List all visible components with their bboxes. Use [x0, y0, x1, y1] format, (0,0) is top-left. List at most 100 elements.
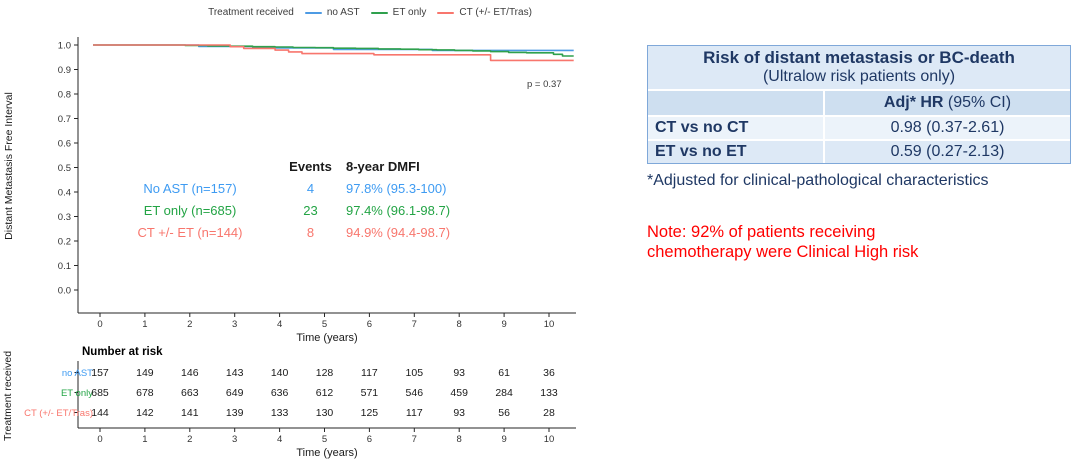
legend-line-icon: [370, 11, 388, 14]
y-tick-label: 0.5: [58, 163, 71, 174]
y-tick-label: 0.0: [58, 286, 71, 297]
legend-item-label: no AST: [326, 7, 360, 18]
risk-x-tick-label: 1: [142, 434, 147, 445]
risk-x-tick-label: 10: [544, 434, 555, 445]
annotation-header-events: Events: [289, 159, 332, 174]
risk-value: 284: [495, 387, 513, 399]
risk-x-tick-label: 4: [277, 434, 282, 445]
annotation-row-dmfi: 97.8% (95.3-100): [346, 181, 447, 196]
km-figure: Distant Metastasis Free Interval Time (y…: [2, 7, 576, 459]
km-curve-et-only: [93, 44, 574, 57]
hr-table-title: Risk of distant metastasis or BC-death: [703, 48, 1015, 67]
legend-item-label: CT (+/- ET/Tras): [459, 7, 532, 18]
x-tick-label: 3: [232, 319, 237, 330]
risk-x-tick-label: 3: [232, 434, 237, 445]
y-tick-label: 0.2: [58, 237, 71, 248]
side-panel: Risk of distant metastasis or BC-death (…: [647, 45, 1077, 262]
risk-table-x-title: Time (years): [296, 447, 357, 459]
risk-value: 685: [91, 387, 109, 399]
adjustment-footnote: *Adjusted for clinical-pathological char…: [647, 172, 989, 189]
hazard-ratio-table: Risk of distant metastasis or BC-death (…: [647, 45, 1071, 164]
x-tick-label: 10: [544, 319, 555, 330]
risk-x-tick-label: 9: [501, 434, 506, 445]
x-tick-label: 0: [97, 319, 102, 330]
hr-table-header-rest: (95% CI): [943, 94, 1012, 111]
risk-value: 133: [271, 407, 289, 419]
hr-row-ct-label: CT vs no CT: [648, 117, 823, 139]
risk-value: 117: [361, 367, 378, 379]
y-tick-label: 0.3: [58, 212, 71, 223]
x-tick-label: 7: [412, 319, 417, 330]
annotation-header-dmfi: 8-year DMFI: [346, 159, 420, 174]
risk-value: 133: [540, 387, 558, 399]
km-plot: Distant Metastasis Free Interval Time (y…: [2, 37, 576, 459]
risk-row-label: no AST: [62, 368, 93, 379]
risk-x-tick-label: 7: [412, 434, 417, 445]
hr-table-subtitle: (Ultralow risk patients only): [762, 68, 956, 85]
annotation-row-dmfi: 94.9% (94.4-98.7): [346, 225, 451, 240]
annotation-row-dmfi: 97.4% (96.1-98.7): [346, 203, 451, 218]
risk-value: 93: [453, 367, 465, 379]
risk-value: 459: [450, 387, 468, 399]
x-tick-label: 1: [142, 319, 147, 330]
risk-value: 36: [543, 367, 555, 379]
hr-row-et-value: 0.59 (0.27-2.13): [825, 141, 1070, 163]
risk-value: 141: [181, 407, 199, 419]
legend-line-icon: [437, 11, 455, 14]
events-annotation: Events 8-year DMFI No AST (n=157) 4 97.8% …: [105, 156, 546, 244]
legend-title: Treatment received: [208, 7, 294, 18]
risk-value: 28: [543, 407, 555, 419]
risk-row-label: CT (+/- ET/Tras): [24, 408, 93, 419]
legend-item-no-ast: no AST: [304, 7, 360, 18]
y-tick-label: 0.4: [58, 188, 71, 199]
hr-table-title-cell: Risk of distant metastasis or BC-death (…: [648, 46, 1070, 89]
y-tick-label: 0.1: [58, 261, 71, 272]
y-tick-label: 0.9: [58, 65, 71, 76]
risk-row-label: ET only: [61, 388, 93, 399]
risk-value: 649: [226, 387, 244, 399]
risk-value: 678: [136, 387, 154, 399]
risk-table-y-title: Treatment received: [2, 351, 14, 441]
x-tick-label: 4: [277, 319, 282, 330]
risk-table-title: Number at risk: [82, 346, 163, 358]
chemo-note-line1: Note: 92% of patients receiving: [647, 223, 876, 241]
legend-items: no AST ET only CT (+/- ET/Tras): [304, 7, 532, 18]
y-tick-label: 0.8: [58, 90, 71, 101]
risk-value: 139: [226, 407, 244, 419]
chemo-note: Note: 92% of patients receiving chemothe…: [647, 222, 1077, 262]
annotation-row-events: 23: [303, 203, 318, 218]
x-axis-title: Time (years): [296, 332, 357, 344]
risk-value: 571: [361, 387, 379, 399]
hr-row-ct-value: 0.98 (0.37-2.61): [825, 117, 1070, 139]
risk-value: 663: [181, 387, 199, 399]
risk-x-tick-label: 2: [187, 434, 192, 445]
legend-item-ct-et-tras-: CT (+/- ET/Tras): [437, 7, 532, 18]
x-tick-label: 8: [457, 319, 462, 330]
legend-item-et-only: ET only: [370, 7, 427, 18]
risk-value: 128: [316, 367, 334, 379]
x-tick-label: 5: [322, 319, 327, 330]
chemo-note-line2: chemotherapy were Clinical High risk: [647, 243, 919, 261]
legend-item-label: ET only: [392, 7, 427, 18]
x-tick-label: 6: [367, 319, 372, 330]
risk-value: 125: [361, 407, 379, 419]
risk-value: 130: [316, 407, 334, 419]
risk-value: 144: [91, 407, 109, 419]
risk-value: 93: [453, 407, 465, 419]
annotation-row-label: No AST (n=157): [143, 181, 237, 196]
annotation-row-label: ET only (n=685): [143, 203, 237, 218]
risk-value: 146: [181, 367, 199, 379]
y-tick-label: 1.0: [58, 41, 71, 52]
hr-table-header-bold: Adj* HR: [883, 94, 944, 111]
legend-line-icon: [304, 11, 322, 14]
y-tick-label: 0.6: [58, 139, 71, 150]
risk-x-tick-label: 5: [322, 434, 327, 445]
risk-value: 142: [136, 407, 154, 419]
hr-table-header-hr: Adj* HR (95% CI): [825, 91, 1070, 115]
x-tick-label: 9: [501, 319, 506, 330]
annotation-row-events: 4: [306, 181, 315, 196]
annotation-spacer: [105, 156, 275, 178]
risk-x-tick-label: 0: [97, 434, 102, 445]
risk-x-tick-label: 8: [457, 434, 462, 445]
